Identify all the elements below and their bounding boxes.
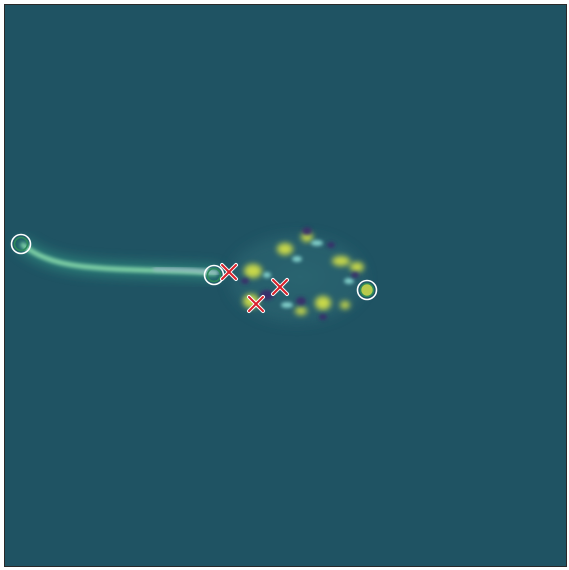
plot-frame (4, 4, 567, 567)
cross-marker-icon (272, 279, 288, 295)
cross-marker-icon (221, 264, 237, 280)
cross-marker-icon (248, 296, 264, 312)
circle-marker-3 (356, 279, 378, 301)
heatmap-field (5, 5, 566, 566)
circle-marker-icon (356, 279, 378, 301)
circle-marker-1 (10, 233, 32, 255)
trail-streak (16, 238, 222, 280)
activity-blob (220, 225, 380, 329)
cross-marker-1 (220, 263, 238, 281)
cross-marker-3 (247, 295, 265, 313)
circle-marker-icon (10, 233, 32, 255)
cross-marker-2 (271, 278, 289, 296)
